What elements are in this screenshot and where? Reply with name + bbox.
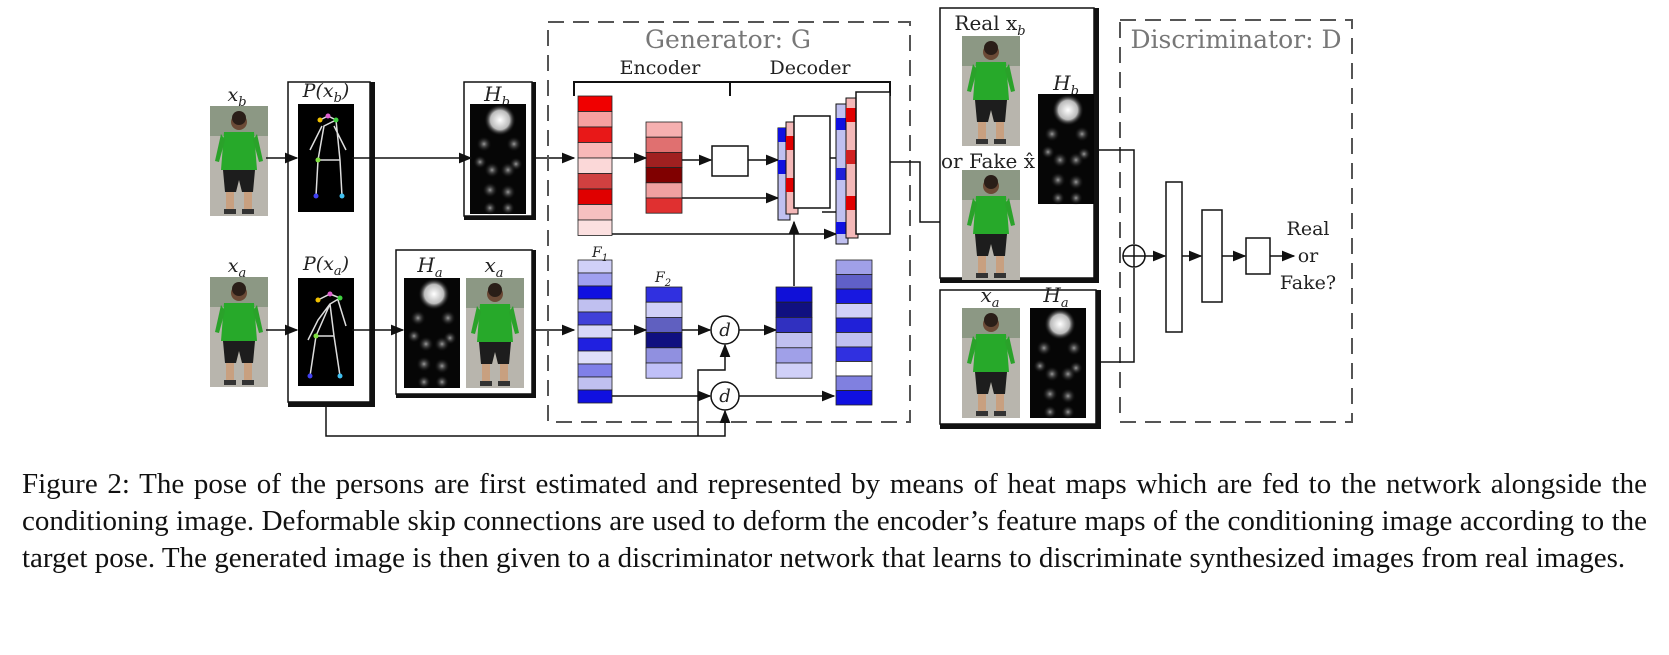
encoder-red-cell: [577, 126, 613, 143]
encoder-red-cell: [577, 219, 613, 236]
final-blue-cell: [835, 346, 873, 362]
final-blue-cell: [835, 375, 873, 391]
final-blue-cell: [835, 259, 873, 275]
encoder-blue-cell: [577, 285, 613, 300]
f2-red-cell: [645, 121, 683, 138]
decoder-blue-cell: [775, 316, 813, 333]
conditioning-heatmap: [404, 278, 460, 389]
pose-b-label: P(xb): [302, 80, 350, 106]
encoder-blue-cell: [577, 376, 613, 391]
encoder-decoder-brace: [573, 81, 891, 96]
encoder-blue-cell: [577, 389, 613, 404]
generator-box: [547, 21, 911, 423]
encoder-red-second-layer: [645, 121, 683, 214]
f2-blue-cell: [645, 316, 683, 333]
decoder-blue-cell: [775, 347, 813, 364]
f2-red-cell: [645, 167, 683, 184]
target-heatmap: [470, 104, 526, 215]
discriminator-title: Discriminator: D: [1131, 25, 1342, 54]
pose-skeleton-a: [298, 278, 354, 386]
encoder-red-cell: [577, 95, 613, 112]
deform-op-2-label: d: [719, 386, 731, 407]
f2-blue-cell: [645, 301, 683, 318]
f2-red-cell: [645, 197, 683, 214]
decoder-blue-cell: [775, 286, 813, 303]
disc-layer-3: [1245, 237, 1271, 275]
encoder-red-cell: [577, 157, 613, 174]
decoder-stack-1: [777, 115, 831, 221]
encoder-target-features: [577, 95, 613, 236]
final-blue-cell: [835, 274, 873, 290]
f2-red-cell: [645, 136, 683, 153]
xa-label: xa: [228, 255, 246, 281]
deform-op-1-label: d: [719, 320, 731, 341]
encoder-blue-cell: [577, 298, 613, 313]
f2-blue-cell: [645, 332, 683, 349]
disc-layer-2: [1201, 209, 1223, 303]
encoder-red-cell: [577, 142, 613, 159]
encoder-blue-cell: [577, 363, 613, 378]
encoder-blue-cell: [577, 311, 613, 326]
output-or: or: [1298, 245, 1319, 267]
ha-right-label: Ha: [1042, 283, 1068, 311]
final-blue-cell: [835, 317, 873, 333]
f2-red-cell: [645, 182, 683, 199]
f2-blue-cell: [645, 347, 683, 364]
encoder-label: Encoder: [620, 57, 702, 79]
encoder-red-cell: [577, 111, 613, 128]
encoder-blue-cell: [577, 337, 613, 352]
xb-label: xb: [227, 84, 246, 110]
conditioning-heatmap-disc: [1030, 308, 1086, 419]
final-blue-cell: [835, 288, 873, 304]
target-heatmap-disc: [1038, 94, 1094, 205]
f2-blue-cell: [645, 286, 683, 303]
xa-right-label: xa: [980, 283, 999, 311]
encoder-conditioning-features: [577, 259, 613, 404]
decoder-label: Decoder: [769, 57, 851, 79]
encoder-blue-cell: [577, 272, 613, 287]
f1-label: F1: [591, 245, 608, 264]
final-blue-cell: [835, 332, 873, 348]
encoder-blue-cell: [577, 324, 613, 339]
bottleneck-block: [711, 145, 749, 177]
pose-a-label: P(xa): [302, 253, 349, 279]
disc-layer-1: [1165, 181, 1183, 333]
conditioning-person-image: [210, 277, 268, 387]
decoder-blue-cell: [775, 332, 813, 349]
output-fake: Fake?: [1280, 272, 1336, 294]
encoder-red-cell: [577, 204, 613, 221]
pose-skeleton-b: [298, 104, 354, 212]
f2-red-cell: [645, 151, 683, 168]
architecture-diagram: xb xa P(xb) P(xa) Hb Ha xa Genera: [210, 7, 1353, 437]
f2-label: F2: [654, 270, 671, 289]
decoder-stack-2: [835, 91, 891, 245]
decoder-blue-cell: [775, 362, 813, 379]
encoder-blue-cell: [577, 350, 613, 365]
decoder-blue-cell: [775, 301, 813, 318]
encoder-red-cell: [577, 173, 613, 190]
conditioning-image-disc: [962, 308, 1020, 418]
discriminator-box: [1119, 19, 1353, 423]
final-blue-cell: [835, 303, 873, 319]
figure-caption: Figure 2: The pose of the persons are fi…: [22, 468, 1647, 574]
encoder-blue-second-layer: [645, 286, 683, 379]
real-xb-label: Real xb: [954, 11, 1025, 39]
target-person-image: [210, 106, 268, 216]
ha-label: Ha: [416, 253, 442, 281]
decoder-skip-features: [835, 259, 873, 406]
final-blue-cell: [835, 390, 873, 406]
hb-right-label: Hb: [1052, 71, 1079, 99]
final-blue-cell: [835, 361, 873, 377]
encoder-red-cell: [577, 188, 613, 205]
real-target-image: [962, 36, 1020, 146]
decoder-deformed-features: [775, 286, 813, 379]
xa2-label: xa: [484, 253, 503, 281]
generated-image: [962, 170, 1020, 280]
generator-title: Generator: G: [645, 25, 811, 54]
hb-label: Hb: [483, 82, 510, 110]
fake-label: or Fake x̂: [941, 149, 1036, 173]
f2-blue-cell: [645, 362, 683, 379]
conditioning-image-small: [466, 278, 524, 388]
output-real: Real: [1287, 218, 1330, 240]
